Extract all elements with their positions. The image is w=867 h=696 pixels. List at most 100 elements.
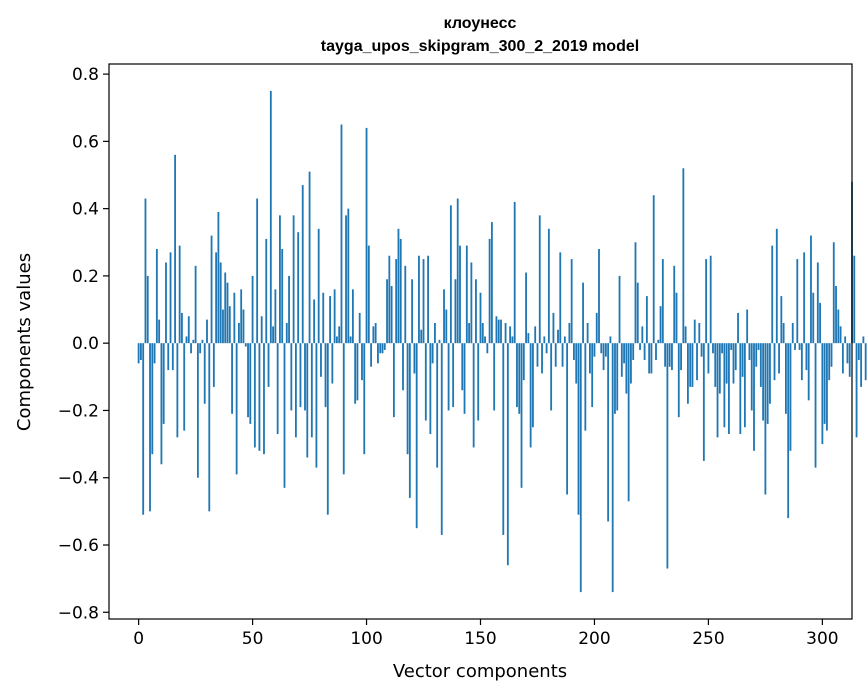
bar-154	[488, 238, 491, 344]
bar-211	[618, 275, 621, 344]
bar-242	[689, 343, 692, 387]
bar-284	[784, 343, 787, 414]
bar-248	[702, 343, 705, 461]
bar-192	[575, 343, 578, 384]
bar-125	[422, 259, 425, 344]
bar-72	[301, 185, 304, 344]
bar-134	[443, 289, 445, 344]
bar-68	[292, 215, 295, 344]
y-tick-label: −0.2	[58, 401, 99, 421]
bar-235	[673, 265, 676, 344]
bar-47	[244, 343, 247, 347]
bar-67	[290, 343, 293, 411]
bar-158	[497, 319, 500, 344]
bar-274	[762, 343, 765, 421]
bar-87	[336, 336, 338, 344]
bar-86	[333, 289, 336, 344]
bar-177	[541, 343, 543, 374]
bar-65	[285, 323, 288, 344]
bar-12	[165, 262, 167, 344]
y-tick-label: −0.4	[58, 469, 99, 489]
bar-167	[518, 343, 521, 414]
bar-113	[395, 259, 398, 344]
bar-79	[317, 228, 320, 344]
bar-208	[611, 343, 614, 593]
bar-107	[381, 343, 384, 354]
bar-33	[212, 343, 215, 387]
bar-84	[329, 296, 331, 344]
x-tick-label: 250	[692, 629, 724, 649]
bar-58	[269, 90, 272, 344]
bar-121	[413, 343, 416, 374]
bar-264	[739, 343, 742, 434]
bar-181	[550, 343, 553, 411]
bar-228	[657, 339, 660, 344]
bar-314	[853, 255, 856, 344]
bar-2	[142, 343, 145, 515]
bar-305	[832, 242, 835, 344]
x-axis-ticks: 0 50 100 150 200 250 300	[133, 619, 839, 649]
bar-243	[691, 343, 694, 387]
bar-199	[591, 343, 594, 408]
bar-195	[582, 282, 584, 344]
bar-238	[680, 343, 682, 371]
bar-146	[470, 262, 473, 344]
y-tick-label: 0.6	[72, 132, 99, 152]
bar-141	[459, 245, 461, 344]
bar-311	[846, 343, 849, 364]
bar-98	[361, 343, 363, 381]
bar-49	[249, 343, 252, 424]
bar-55	[263, 343, 265, 455]
bar-63	[281, 249, 284, 344]
bar-319	[864, 343, 867, 381]
bar-255	[718, 343, 721, 394]
bar-14	[169, 252, 172, 344]
bar-6	[151, 343, 154, 455]
bar-128	[429, 343, 432, 434]
bar-94	[351, 289, 354, 344]
bar-140	[456, 198, 459, 344]
bar-27	[199, 343, 202, 354]
bar-190	[570, 259, 573, 344]
bar-197	[586, 323, 589, 344]
bar-220	[639, 343, 641, 350]
bar-212	[620, 343, 623, 377]
bar-230	[661, 259, 664, 344]
bar-237	[677, 343, 680, 418]
bar-83	[326, 343, 329, 515]
bar-93	[349, 336, 352, 344]
bar-11	[162, 343, 165, 424]
bar-143	[463, 343, 466, 414]
bar-186	[561, 343, 564, 367]
bar-203	[600, 343, 603, 354]
bar-117	[404, 265, 407, 344]
bar-163	[509, 326, 512, 344]
bar-112	[392, 343, 395, 418]
bar-166	[516, 343, 518, 408]
bar-71	[299, 343, 302, 408]
bar-221	[641, 326, 644, 344]
bar-168	[520, 343, 523, 488]
bar-21	[185, 336, 188, 344]
bar-45	[240, 289, 243, 344]
bar-10	[160, 343, 163, 465]
bar-135	[445, 309, 448, 344]
bar-299	[819, 302, 821, 344]
bar-297	[814, 343, 817, 468]
bar-144	[465, 245, 468, 344]
bar-153	[486, 343, 489, 354]
bar-279	[773, 343, 776, 381]
bar-185	[559, 252, 562, 344]
y-tick-label: 0.4	[72, 200, 99, 220]
bar-36	[219, 262, 222, 344]
bar-180	[547, 228, 550, 344]
bar-81	[322, 292, 325, 344]
bar-194	[579, 343, 582, 593]
bar-201	[595, 312, 598, 344]
bar-131	[436, 343, 439, 468]
bar-244	[693, 319, 696, 344]
bar-276	[766, 343, 769, 424]
bar-202	[598, 249, 600, 344]
x-tick-label: 50	[242, 629, 264, 649]
bar-44	[238, 323, 240, 344]
